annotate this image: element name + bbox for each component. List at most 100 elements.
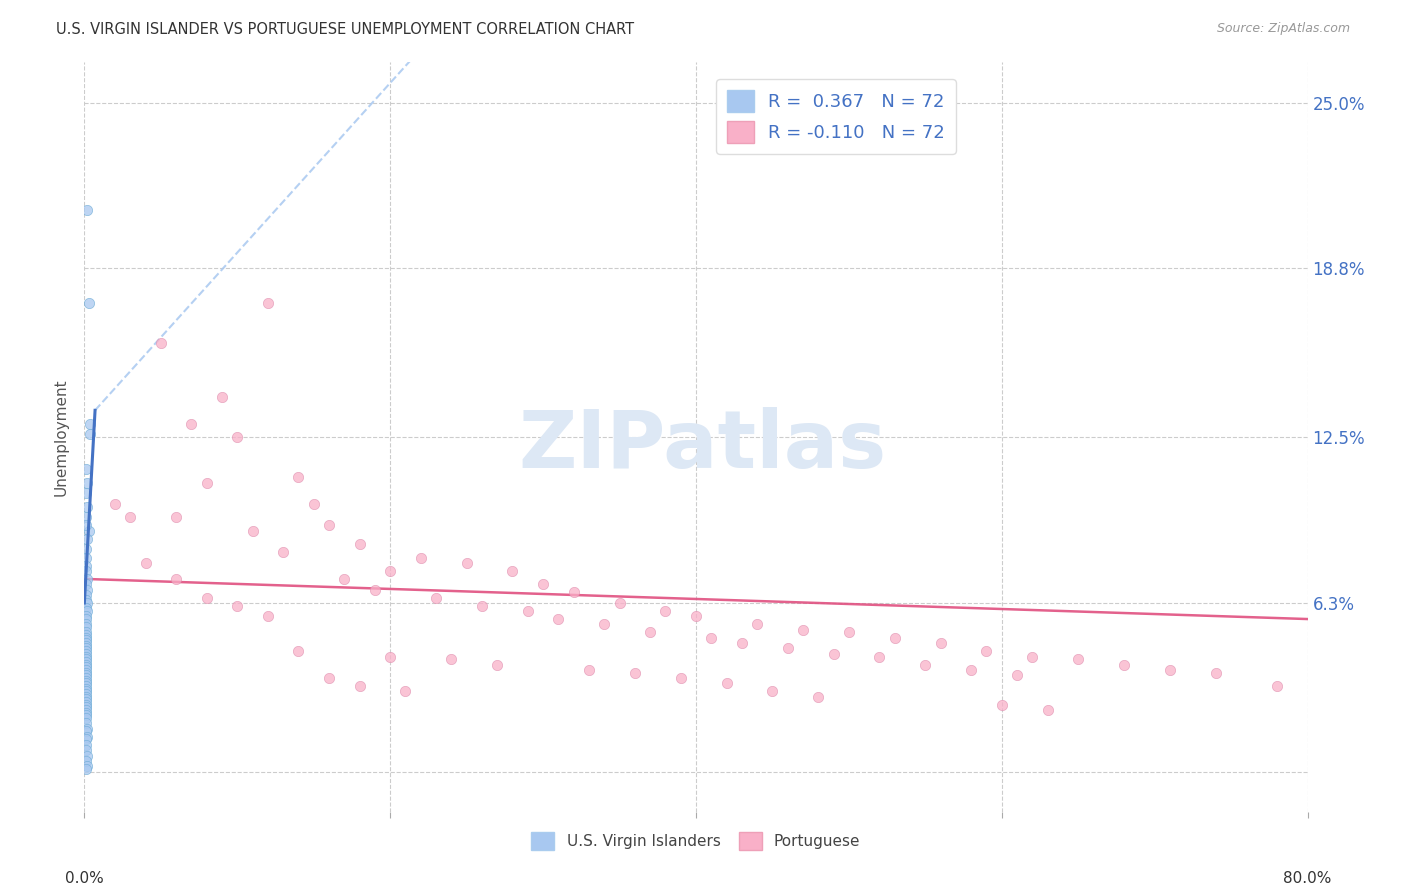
Point (77, 296, 100, 310)
Point (76, 582, 98, 597)
Point (75, 633, 97, 648)
Point (486, 657, 509, 672)
Point (76, 759, 98, 773)
Point (75, 681, 97, 696)
Point (75, 738, 97, 752)
Point (685, 609, 707, 624)
Point (75, 558, 97, 573)
Point (638, 625, 661, 640)
Point (75, 668, 97, 682)
Point (135, 556, 157, 570)
Point (318, 518, 340, 533)
Point (75, 609, 97, 624)
Point (318, 671, 340, 685)
Point (654, 604, 676, 618)
Point (731, 636, 754, 650)
Point (287, 470, 309, 484)
Point (76, 604, 98, 618)
Point (761, 684, 783, 698)
Point (380, 564, 402, 578)
Point (76, 202, 98, 217)
Text: 80.0%: 80.0% (1284, 871, 1331, 886)
Point (914, 657, 936, 672)
Point (149, 336, 172, 351)
Point (807, 690, 830, 704)
Point (75, 564, 97, 578)
Point (75, 711, 97, 725)
Point (838, 625, 860, 640)
Point (75, 700, 97, 714)
Point (271, 545, 294, 559)
Point (547, 612, 569, 626)
Point (502, 564, 524, 578)
Point (75, 631, 97, 645)
Point (394, 684, 416, 698)
Point (75, 652, 97, 666)
Point (75, 636, 97, 650)
Point (364, 582, 387, 597)
Point (257, 609, 280, 624)
Point (562, 585, 585, 599)
Text: ZIPatlas: ZIPatlas (519, 407, 887, 485)
Point (349, 537, 371, 551)
Y-axis label: Unemployment: Unemployment (53, 378, 69, 496)
Point (226, 599, 249, 613)
Point (242, 524, 264, 538)
Point (929, 636, 952, 650)
Point (75, 612, 97, 626)
Point (75, 617, 97, 632)
Point (75, 601, 97, 615)
Text: 0.0%: 0.0% (65, 871, 104, 886)
Point (593, 617, 616, 632)
Point (1036, 703, 1059, 717)
Point (75, 754, 97, 768)
Point (75, 673, 97, 688)
Point (991, 698, 1014, 712)
Point (75, 588, 97, 602)
Legend: U.S. Virgin Islanders, Portuguese: U.S. Virgin Islanders, Portuguese (526, 826, 866, 856)
Point (75, 743, 97, 757)
Point (75, 679, 97, 693)
Point (75, 676, 97, 690)
Text: U.S. VIRGIN ISLANDER VS PORTUGUESE UNEMPLOYMENT CORRELATION CHART: U.S. VIRGIN ISLANDER VS PORTUGUESE UNEMP… (56, 22, 634, 37)
Point (776, 641, 799, 656)
Point (823, 647, 845, 661)
Point (75, 577, 97, 591)
Point (75, 724, 97, 739)
Point (75, 625, 97, 640)
Point (75, 628, 97, 642)
Point (195, 591, 218, 605)
Point (516, 604, 538, 618)
Point (380, 649, 402, 664)
Point (76, 730, 98, 744)
Point (75, 692, 97, 706)
Point (1205, 665, 1227, 680)
Point (76, 532, 98, 546)
Point (669, 671, 692, 685)
Point (75, 695, 97, 709)
Point (578, 663, 600, 677)
Point (75, 684, 97, 698)
Point (195, 475, 218, 490)
Point (1159, 663, 1181, 677)
Point (76, 596, 98, 610)
Point (180, 417, 202, 431)
Point (257, 296, 280, 310)
Point (75, 690, 97, 704)
Point (700, 631, 723, 645)
Point (75, 660, 97, 674)
Point (75, 655, 97, 669)
Point (75, 462, 97, 476)
Point (792, 623, 814, 637)
Point (76, 572, 98, 586)
Point (1114, 657, 1136, 672)
Point (302, 497, 325, 511)
Point (75, 649, 97, 664)
Point (456, 556, 478, 570)
Point (75, 732, 97, 747)
Point (75, 671, 97, 685)
Point (716, 676, 738, 690)
Point (76, 500, 98, 514)
Point (75, 550, 97, 565)
Point (425, 591, 447, 605)
